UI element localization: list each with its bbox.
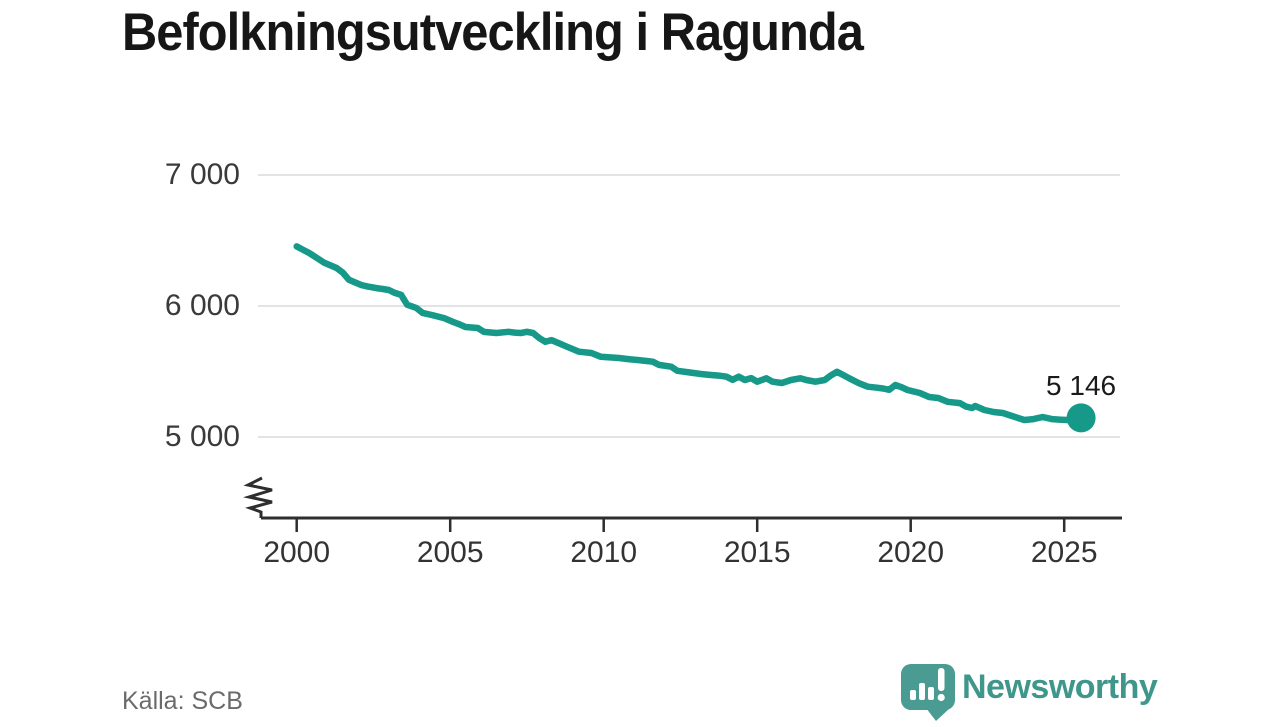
x-tick-label: 2015 (723, 536, 791, 569)
population-series-line (293, 243, 1085, 424)
x-tick-label: 2000 (263, 536, 331, 569)
y-tick-label: 6 000 (164, 289, 240, 322)
x-axis (243, 476, 1122, 532)
newsworthy-speech-bubble-chart-icon (901, 664, 955, 721)
latest-value-point (1066, 403, 1096, 433)
chart-title: Befolkningsutveckling i Ragunda (122, 3, 864, 62)
x-tick-label: 2005 (416, 536, 484, 569)
axis-break-squiggle (243, 476, 273, 518)
x-axis-ticks (295, 518, 1066, 532)
newsworthy-logo: Newsworthy (898, 658, 1178, 721)
latest-value-label: 5 146 (1046, 369, 1117, 401)
y-tick-label: 5 000 (164, 420, 240, 453)
x-tick-label: 2020 (877, 536, 945, 569)
x-tick-label: 2010 (570, 536, 638, 569)
newsworthy-wordmark: Newsworthy (962, 668, 1158, 706)
gridlines (258, 174, 1120, 438)
source-caption: Källa: SCB (122, 687, 243, 715)
x-tick-label: 2025 (1030, 536, 1098, 569)
y-tick-label: 7 000 (164, 158, 240, 191)
